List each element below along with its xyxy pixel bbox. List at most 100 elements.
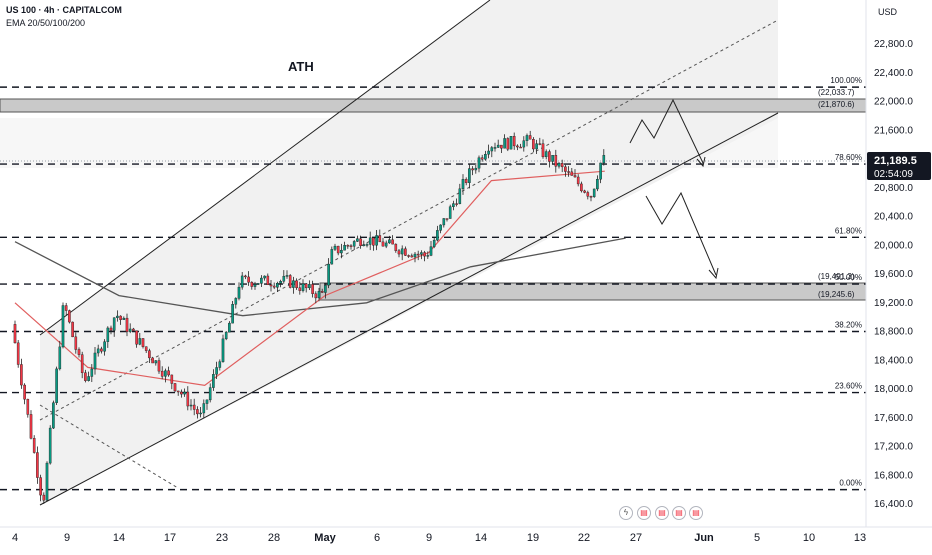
lightning-event-icon[interactable]: ϟ [619, 506, 633, 520]
price-tick: 18,400.0 [874, 355, 913, 366]
candle-body [554, 155, 558, 167]
price-ticks: 22,800.022,400.022,000.021,600.021,200.0… [874, 39, 913, 510]
current-price-value: 21,189.5 [874, 155, 917, 167]
candle-body [506, 138, 510, 150]
us-flag-event-icon-3[interactable]: ▤ [672, 506, 686, 520]
candle-body [141, 338, 145, 347]
symbol-title[interactable]: US 100 · 4h · CAPITALCOM [6, 5, 122, 15]
candle-body [340, 249, 343, 254]
candle-body [602, 155, 606, 164]
us-flag-event-icon[interactable]: ▤ [637, 506, 651, 520]
time-tick: 13 [854, 532, 866, 544]
candle-body [237, 286, 241, 299]
channel-mid-dashed-line [39, 19, 779, 421]
candle-body [586, 192, 590, 197]
fib-label: 61.80% [835, 226, 862, 235]
candle-body [477, 157, 481, 169]
price-tick: 20,400.0 [874, 212, 913, 223]
candle-body [221, 338, 225, 362]
current-price-tag[interactable] [867, 152, 931, 180]
candle-body [324, 285, 327, 293]
candle-body [567, 171, 570, 173]
ath-region [0, 118, 778, 168]
candle-body [93, 352, 97, 370]
candle-body [16, 342, 20, 365]
candle-body [298, 287, 302, 291]
time-tick: 17 [164, 532, 176, 544]
candle-body [375, 235, 378, 246]
price-tick: 17,600.0 [874, 413, 913, 424]
candle-body [96, 348, 100, 354]
candle-body [528, 135, 532, 140]
candle-body [80, 354, 84, 373]
candle-body [288, 275, 292, 288]
candle-body [512, 136, 516, 147]
us-flag-event-icon-2[interactable]: ▤ [655, 506, 669, 520]
time-tick: Jun [694, 532, 714, 544]
us-flag-event-icon-4[interactable]: ▤ [689, 506, 703, 520]
candle-body [20, 364, 23, 386]
candle-body [55, 368, 58, 403]
candle-body [583, 190, 586, 193]
candle-body [429, 246, 433, 256]
candle-body [394, 243, 398, 251]
candle-body [359, 238, 362, 247]
candle-body [84, 372, 87, 381]
candle-body [468, 168, 471, 183]
candle-body [106, 327, 110, 342]
candle-body [160, 370, 164, 377]
projection-up-path [629, 98, 704, 164]
candle-body [272, 285, 276, 288]
candle-body [365, 244, 369, 246]
candle-body [311, 284, 314, 294]
candle-body [564, 166, 567, 172]
arrow-head-down [708, 267, 719, 280]
indicators-legend[interactable]: EMA 20/50/100/200 [6, 18, 86, 28]
candle-body [301, 283, 305, 291]
zone-lower-top-label: (19,491.3) [818, 272, 855, 281]
candle-body [148, 350, 151, 359]
candle-body [87, 376, 90, 381]
zone-upper-bottom-label: (21,870.6) [818, 100, 855, 109]
candle-body [119, 315, 122, 320]
candle-body [279, 281, 282, 284]
candle-body [343, 245, 346, 251]
candle-body [413, 253, 417, 258]
candle-body [432, 239, 436, 247]
time-tick: 5 [754, 532, 760, 544]
candle-body [23, 384, 26, 400]
candle-body [90, 368, 94, 377]
candle-body [532, 139, 535, 150]
time-ticks[interactable]: 4 9 14 17 23 28 May 6 9 14 19 22 27 Jun 5 10 13 [12, 532, 866, 544]
candle-body [292, 280, 295, 288]
candle-body [458, 188, 462, 204]
candle-body [263, 275, 266, 279]
candle-body [490, 147, 494, 152]
price-axis-bg[interactable] [866, 0, 932, 550]
candle-body [461, 179, 465, 190]
candle-body [48, 427, 52, 464]
price-tick: 19,200.0 [874, 298, 913, 309]
arrow-head-up [696, 156, 706, 168]
candle-body [560, 163, 564, 168]
time-tick: 19 [527, 532, 539, 544]
candle-body [327, 263, 330, 286]
candle-body [144, 346, 148, 351]
candle-body [464, 179, 468, 183]
time-tick: 9 [426, 532, 432, 544]
ema-200-line [14, 237, 626, 317]
candle-body [212, 374, 215, 388]
candle-body [276, 282, 279, 288]
candle-body [247, 276, 250, 283]
candle-body [474, 167, 478, 171]
fib-label: 50.00% [835, 273, 862, 282]
candle-body [36, 452, 39, 478]
candle-body [317, 291, 321, 299]
resistance-zone [0, 98, 867, 113]
candle-body [295, 280, 298, 289]
candle-body [218, 361, 222, 368]
price-tick: 20,800.0 [874, 183, 913, 194]
candle-body [589, 196, 593, 198]
candle-body [176, 390, 180, 393]
